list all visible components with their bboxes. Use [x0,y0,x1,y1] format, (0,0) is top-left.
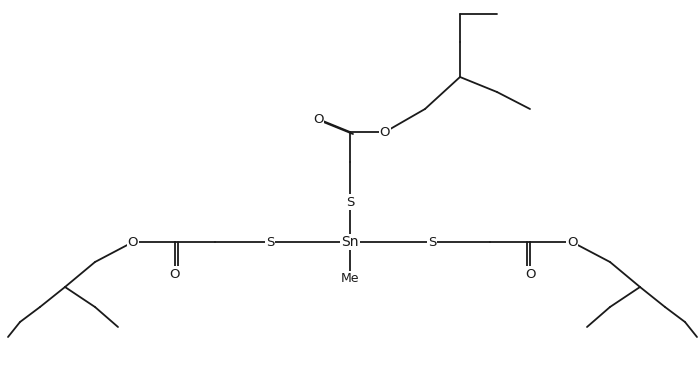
Text: O: O [525,267,536,280]
Text: O: O [379,125,391,138]
Text: S: S [266,235,274,248]
Text: Sn: Sn [342,235,358,249]
Text: O: O [567,235,577,248]
Text: Me: Me [341,272,359,285]
Text: O: O [313,112,323,125]
Text: S: S [346,196,354,208]
Text: O: O [169,267,181,280]
Text: S: S [428,235,436,248]
Text: O: O [127,235,139,248]
